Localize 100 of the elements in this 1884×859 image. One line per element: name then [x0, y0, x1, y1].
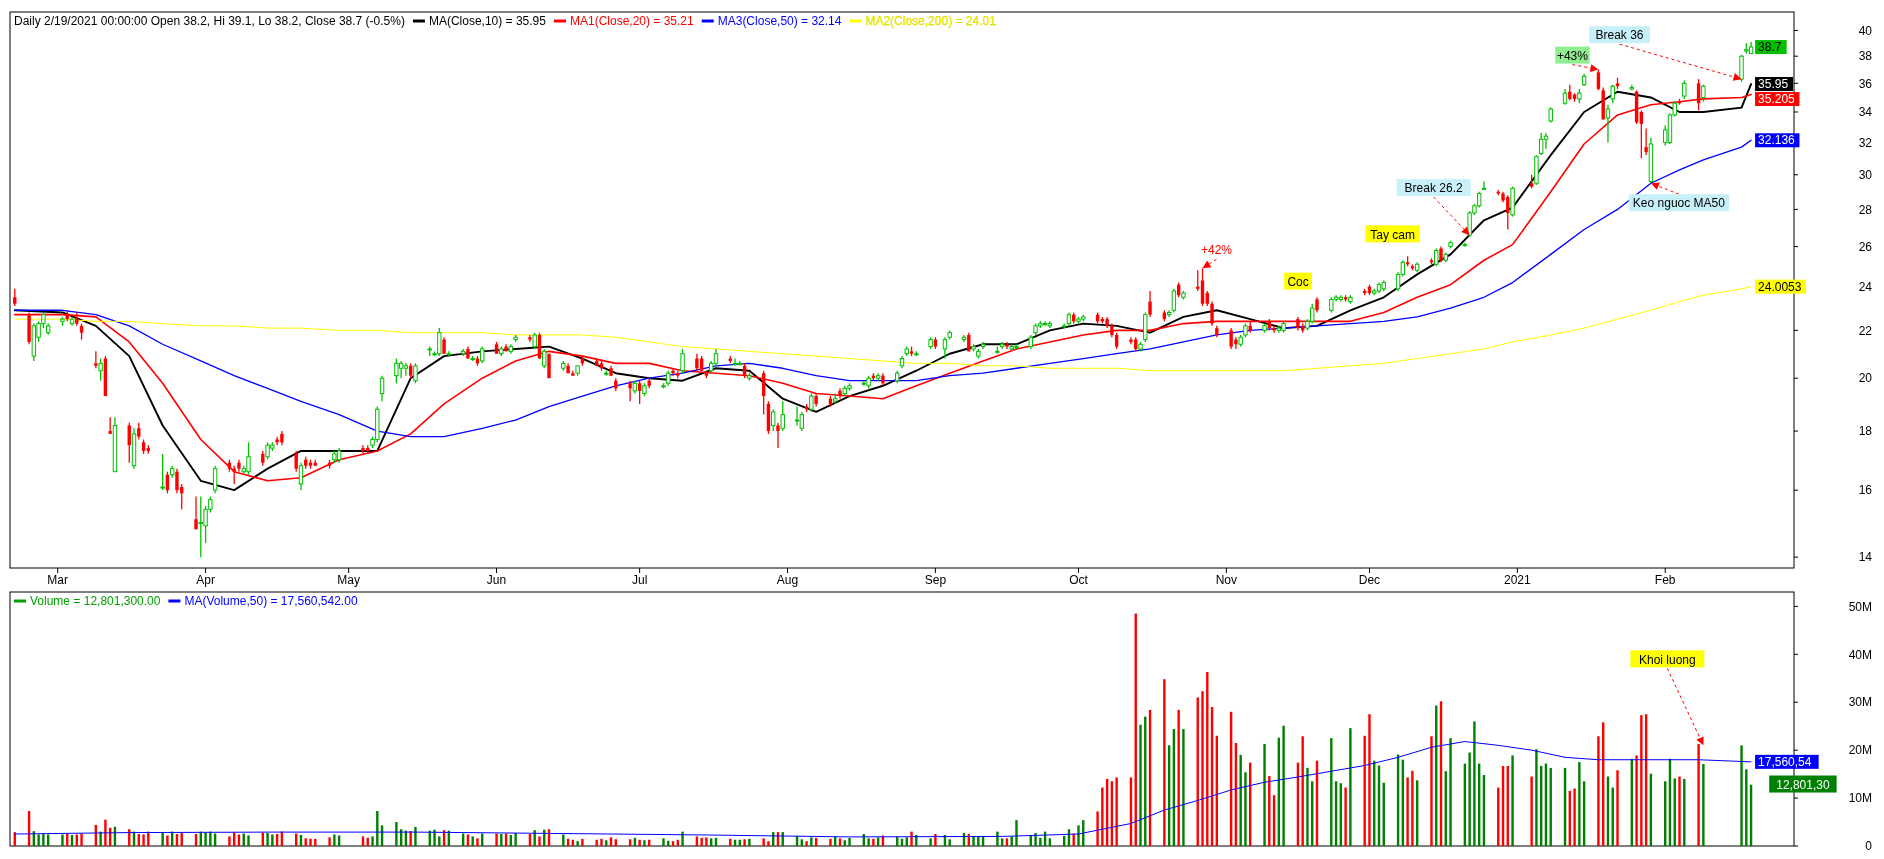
- legend-label: MA1(Close,20) = 35.21: [569, 14, 695, 28]
- candlestick: [809, 392, 814, 413]
- candlestick: [732, 357, 738, 367]
- bar: [1363, 735, 1366, 846]
- y-tick-label: 30: [1858, 167, 1873, 182]
- bar: [829, 838, 832, 846]
- candlestick: [1543, 132, 1549, 150]
- bar: [247, 835, 250, 846]
- bar: [1344, 787, 1347, 846]
- bar: [1244, 772, 1247, 846]
- bar: [1201, 691, 1204, 846]
- y-tick-label: 20: [1858, 371, 1873, 386]
- y-tick-label: 24: [1858, 279, 1873, 294]
- bar: [1282, 725, 1285, 846]
- bar: [1430, 736, 1433, 846]
- candlestick: [776, 422, 780, 449]
- candlestick: [537, 332, 542, 360]
- bar: [1177, 709, 1180, 846]
- y-tick-label: 26: [1858, 239, 1873, 254]
- candlestick: [1538, 132, 1544, 156]
- y-tick-label: 30M: [1848, 695, 1872, 710]
- line-series: [14, 286, 1752, 372]
- x-tick-label: Jun: [486, 573, 507, 587]
- y-tick-label: 34: [1858, 105, 1873, 120]
- y-tick-label: 40: [1858, 23, 1873, 38]
- candlestick: [542, 348, 547, 369]
- y-tick-label: 38: [1858, 49, 1873, 64]
- bar: [1349, 728, 1352, 846]
- candlestick: [1129, 336, 1133, 345]
- candlestick: [403, 362, 409, 377]
- bar: [1473, 721, 1476, 846]
- bar: [1239, 754, 1242, 846]
- bar: [414, 826, 417, 846]
- bar: [1573, 788, 1576, 846]
- bar: [166, 835, 169, 846]
- candlestick: [794, 405, 800, 427]
- bar: [266, 833, 269, 846]
- bar: [333, 834, 336, 846]
- bar: [476, 838, 479, 846]
- candlestick: [194, 495, 198, 530]
- bar: [61, 834, 64, 846]
- bar: [1101, 787, 1104, 846]
- x-tick-label: 2021: [1503, 573, 1532, 587]
- candlestick: [379, 375, 385, 402]
- x-tick-label: Aug: [776, 573, 799, 587]
- annotation: +43%: [1556, 48, 1589, 63]
- x-tick-label: Feb: [1654, 573, 1676, 587]
- bar: [438, 836, 441, 846]
- annotation: Break 26.2: [1404, 181, 1463, 196]
- bar: [1406, 777, 1409, 846]
- y-tick-label: 40M: [1848, 647, 1872, 662]
- bar: [538, 836, 541, 846]
- bar: [1678, 776, 1681, 846]
- bar: [748, 838, 751, 846]
- x-tick-label: Oct: [1069, 573, 1089, 587]
- bar: [743, 839, 746, 846]
- candlestick: [160, 453, 165, 491]
- annotation: Keo nguoc MA50: [1632, 196, 1726, 211]
- annotation: Khoi luong: [1639, 652, 1696, 667]
- legend-label: MA(Volume,50) = 17,560,542.00: [184, 594, 358, 608]
- y-tick-label: 14: [1858, 550, 1873, 565]
- bar: [1535, 749, 1538, 846]
- chart-title: Daily 2/19/2021 00:00:00 Open 38.2, Hi 39.1, Lo 38.2, Close 38.7 (-0.5%): [14, 14, 405, 28]
- candlestick: [671, 367, 675, 377]
- bar: [395, 822, 398, 846]
- line-series: [14, 741, 1752, 838]
- candlestick: [394, 357, 399, 384]
- candlestick: [771, 408, 776, 432]
- bar: [810, 837, 813, 846]
- bar: [915, 834, 918, 846]
- candlestick: [1644, 127, 1648, 156]
- candlestick: [98, 357, 103, 382]
- annotation: Tay cam: [1370, 227, 1415, 242]
- legend-label: MA3(Close,50) = 32.14: [717, 14, 842, 28]
- bar: [514, 833, 517, 846]
- bar: [42, 834, 45, 846]
- bar: [576, 841, 579, 846]
- bar: [643, 840, 646, 846]
- bar: [471, 836, 474, 846]
- bar: [762, 838, 765, 846]
- legend-label: MA(Close,10) = 35.95: [428, 14, 547, 28]
- x-tick-label: May: [337, 573, 361, 587]
- bar: [1139, 724, 1142, 846]
- annotation: Coc: [1287, 274, 1309, 289]
- y-tick-label: 18: [1858, 424, 1873, 439]
- x-tick-label: Apr: [196, 573, 215, 587]
- candlestick: [1042, 320, 1048, 327]
- bar: [204, 832, 207, 846]
- candlestick: [1739, 54, 1744, 83]
- candlestick: [799, 411, 805, 432]
- bar: [328, 837, 331, 846]
- bar: [848, 837, 851, 846]
- y-tick-label: 50M: [1848, 599, 1872, 614]
- bar: [228, 836, 231, 846]
- data-label: 24.0053: [1758, 279, 1802, 294]
- candlestick: [942, 336, 948, 360]
- text: 38.7: [1758, 40, 1782, 55]
- bar: [934, 834, 937, 846]
- bar: [581, 838, 584, 846]
- candlestick: [1272, 325, 1276, 334]
